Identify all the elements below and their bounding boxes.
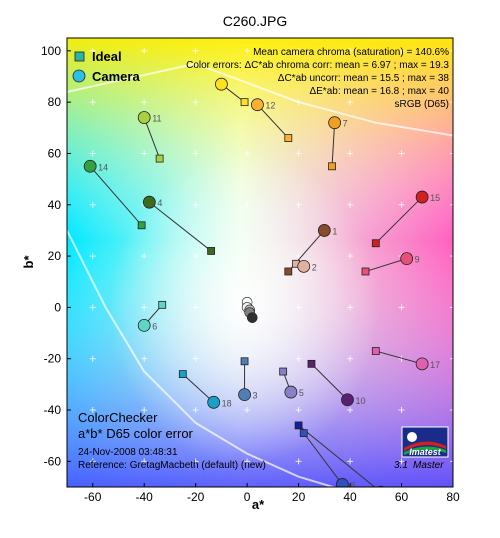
- x-tick-label: 20: [292, 490, 306, 504]
- x-tick-label: -60: [84, 490, 102, 504]
- ideal-marker-5: [280, 368, 287, 375]
- ideal-marker-17: [372, 348, 379, 355]
- camera-marker-8: [336, 478, 348, 490]
- logo-edition: Master: [413, 460, 444, 471]
- legend-ideal-label: Ideal: [92, 49, 122, 64]
- footer-timestamp: 24-Nov-2008 03:48:31: [78, 447, 178, 458]
- patch-label-4: 4: [157, 198, 162, 208]
- patch-label-7: 7: [343, 119, 348, 129]
- camera-marker-16: [215, 78, 227, 90]
- patch-label-12: 12: [265, 101, 275, 111]
- camera-marker-7: [329, 117, 341, 129]
- x-tick-label: 80: [446, 490, 460, 504]
- patch-label-14: 14: [98, 162, 108, 172]
- stat-colorspace: sRGB (D65): [395, 99, 449, 110]
- camera-marker-17: [416, 358, 428, 370]
- neutral-marker-5: [247, 313, 257, 323]
- patch-label-10: 10: [355, 396, 365, 406]
- y-tick-label: -20: [44, 352, 62, 366]
- patch-label-9: 9: [415, 255, 420, 265]
- camera-marker-12: [251, 99, 263, 111]
- camera-marker-3: [239, 389, 251, 401]
- ideal-marker-7: [329, 163, 336, 170]
- stat-chroma: Mean camera chroma (saturation) = 140.6%: [253, 47, 449, 58]
- patch-label-5: 5: [299, 388, 304, 398]
- y-tick-label: -40: [44, 403, 62, 417]
- x-tick-label: 0: [244, 490, 251, 504]
- legend-camera-label: Camera: [92, 69, 140, 84]
- ideal-marker-11: [156, 155, 163, 162]
- camera-marker-10: [341, 394, 353, 406]
- logo-version: 3.1: [394, 460, 408, 471]
- y-tick-label: 40: [48, 198, 62, 212]
- legend-camera-marker: [73, 70, 85, 82]
- y-tick-label: 0: [54, 300, 61, 314]
- patch-label-1: 1: [332, 226, 337, 236]
- ideal-marker-4: [208, 247, 215, 254]
- y-tick-label: 100: [41, 44, 61, 58]
- camera-marker-15: [416, 191, 428, 203]
- y-axis-ticks: -60 -40 -20 0 20 40 60 80 100: [41, 44, 71, 469]
- camera-marker-6: [138, 319, 150, 331]
- camera-marker-18: [208, 396, 220, 408]
- logo-dot: [407, 432, 417, 442]
- y-tick-label: -60: [44, 454, 62, 468]
- ideal-marker-16: [241, 99, 248, 106]
- chart-title: C260.JPG: [223, 13, 288, 29]
- x-tick-label: 40: [343, 490, 357, 504]
- ideal-marker-3: [241, 358, 248, 365]
- ideal-marker-1: [285, 268, 292, 275]
- x-tick-label: -40: [136, 490, 154, 504]
- ideal-marker-13: [295, 422, 302, 429]
- camera-marker-5: [285, 386, 297, 398]
- footer-chart-name: ColorChecker: [78, 410, 158, 425]
- stat-delta-e: ΔE*ab: mean = 16.8 ; max = 40: [309, 86, 449, 97]
- camera-marker-14: [84, 160, 96, 172]
- footer-chart-desc: a*b* D65 color error: [78, 426, 194, 441]
- patch-label-11: 11: [152, 114, 161, 124]
- patch-label-8: 8: [350, 480, 355, 490]
- ideal-marker-12: [285, 135, 292, 142]
- y-tick-label: 60: [48, 146, 62, 160]
- camera-marker-1: [318, 224, 330, 236]
- patch-label-17: 17: [430, 360, 440, 370]
- logo-text: Imatest: [409, 447, 442, 457]
- y-tick-label: 80: [48, 95, 62, 109]
- ideal-marker-6: [159, 301, 166, 308]
- ideal-marker-15: [372, 240, 379, 247]
- stat-chroma-corr: Color errors: ΔC*ab chroma corr: mean = …: [186, 60, 449, 71]
- camera-marker-2: [298, 260, 310, 272]
- footer-reference: Reference: GretagMacbeth (default) (new): [78, 460, 266, 471]
- ideal-marker-9: [362, 268, 369, 275]
- x-tick-label: -20: [187, 490, 205, 504]
- camera-marker-13: [375, 486, 387, 498]
- legend-ideal-marker: [75, 52, 84, 61]
- imatest-logo: Imatest 3.1 Master: [394, 427, 448, 471]
- camera-marker-4: [143, 196, 155, 208]
- camera-marker-11: [138, 112, 150, 124]
- ideal-marker-14: [138, 222, 145, 229]
- y-tick-label: 20: [48, 249, 62, 263]
- ideal-marker-8: [300, 430, 307, 437]
- patch-label-15: 15: [430, 193, 440, 203]
- stat-chroma-uncorr: ΔC*ab uncorr: mean = 15.5 ; max = 38: [278, 73, 450, 84]
- ideal-marker-10: [308, 360, 315, 367]
- x-tick-label: 60: [395, 490, 409, 504]
- patch-label-6: 6: [152, 321, 157, 331]
- patch-label-18: 18: [222, 398, 232, 408]
- x-axis-label: a*: [252, 497, 265, 512]
- y-axis-label: b*: [21, 255, 36, 269]
- ideal-marker-18: [179, 371, 186, 378]
- patch-label-3: 3: [253, 391, 258, 401]
- patch-label-2: 2: [312, 262, 317, 272]
- camera-marker-9: [401, 253, 413, 265]
